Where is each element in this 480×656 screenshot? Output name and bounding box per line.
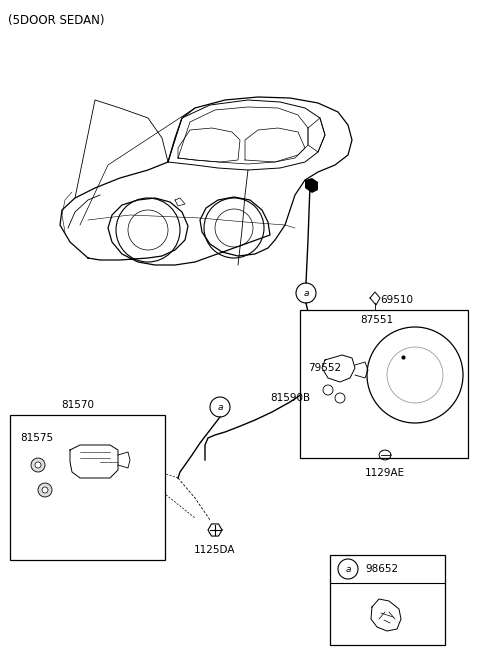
Text: a: a: [217, 403, 223, 411]
Text: 1129AE: 1129AE: [365, 468, 405, 478]
FancyBboxPatch shape: [300, 310, 468, 458]
Circle shape: [35, 462, 41, 468]
Circle shape: [38, 483, 52, 497]
Text: 98652: 98652: [365, 564, 398, 574]
Circle shape: [42, 487, 48, 493]
FancyBboxPatch shape: [10, 415, 165, 560]
Text: a: a: [303, 289, 309, 298]
Text: (5DOOR SEDAN): (5DOOR SEDAN): [8, 14, 105, 27]
Text: 81570: 81570: [61, 400, 94, 410]
Text: 81575: 81575: [20, 433, 53, 443]
Text: 87551: 87551: [360, 315, 393, 325]
Polygon shape: [305, 178, 318, 193]
Text: 79552: 79552: [308, 363, 341, 373]
Text: 69510: 69510: [380, 295, 413, 305]
Text: 1125DA: 1125DA: [194, 545, 236, 555]
FancyBboxPatch shape: [330, 555, 445, 645]
Text: a: a: [345, 565, 351, 573]
Circle shape: [31, 458, 45, 472]
Text: 81590B: 81590B: [270, 393, 310, 403]
